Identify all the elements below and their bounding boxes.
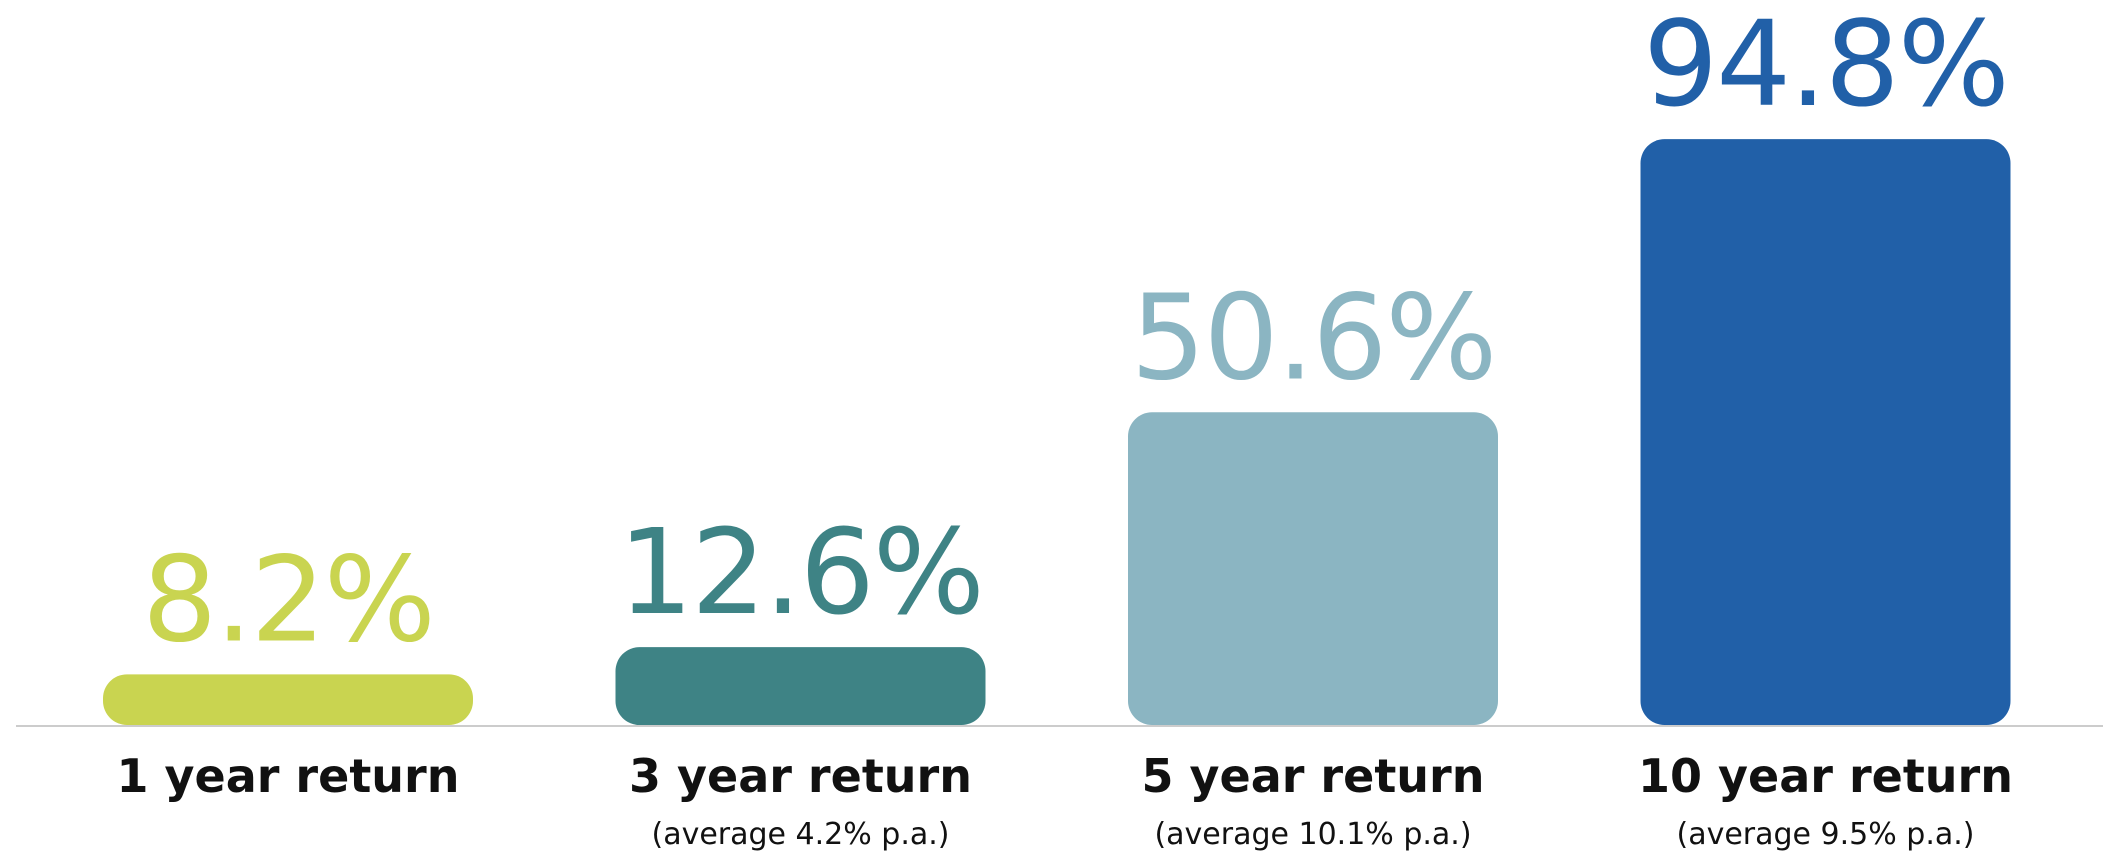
category-subtitle: (average 10.1% p.a.): [1154, 817, 1471, 852]
value-label: 50.6%: [1131, 268, 1496, 406]
category-label: 3 year return: [629, 749, 972, 803]
category-label: 5 year return: [1141, 749, 1484, 803]
value-label: 12.6%: [618, 503, 983, 641]
value-label: 8.2%: [142, 530, 434, 668]
bar: [1640, 139, 2011, 726]
bar: [615, 647, 986, 725]
category-subtitle: (average 9.5% p.a.): [1676, 817, 1974, 852]
category-label: 10 year return: [1638, 749, 2013, 803]
bar: [103, 674, 473, 725]
bar: [1128, 412, 1498, 725]
category-label: 1 year return: [116, 749, 459, 803]
value-label: 94.8%: [1643, 0, 2008, 133]
category-subtitle: (average 4.2% p.a.): [651, 817, 949, 852]
